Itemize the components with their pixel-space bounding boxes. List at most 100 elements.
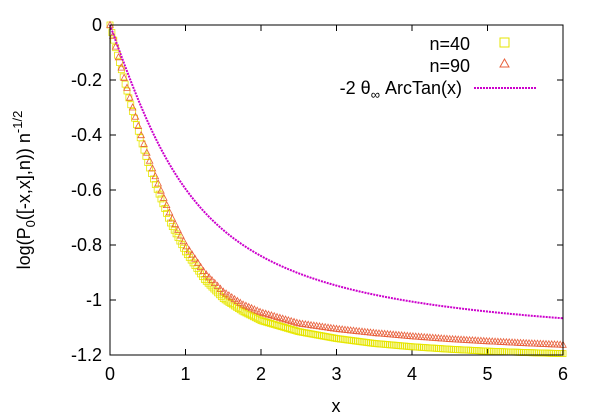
point-n90	[108, 31, 117, 39]
y-tick-label: -0.4	[71, 125, 102, 145]
point-n90	[168, 214, 177, 222]
point-n90	[219, 287, 228, 295]
legend-marker-n90	[499, 57, 510, 68]
legend-label-arctan-sub: ∞	[371, 87, 380, 102]
point-n90	[151, 171, 160, 180]
point-n40	[174, 234, 182, 241]
point-n40	[433, 344, 440, 352]
point-n40	[393, 342, 401, 349]
point-n40	[157, 195, 165, 203]
legend: n=40 n=90 -2 θ∞ ArcTan(x)	[340, 34, 536, 102]
point-n90	[114, 52, 123, 61]
series-line-arctan	[109, 24, 564, 320]
point-n40	[495, 348, 503, 355]
point-n40	[480, 347, 488, 355]
point-n40	[463, 346, 471, 354]
legend-label-n90: n=90	[429, 56, 470, 76]
point-n40	[340, 336, 348, 343]
point-n90	[128, 103, 137, 111]
point-n40	[476, 347, 484, 355]
point-n90	[185, 246, 194, 254]
point-n40	[351, 337, 359, 345]
point-n40	[502, 348, 510, 356]
point-n40	[425, 344, 433, 352]
point-n40	[452, 346, 459, 353]
point-n40	[376, 340, 384, 348]
point-n40	[380, 340, 388, 348]
point-n40	[338, 335, 346, 343]
x-tick-label: 3	[331, 364, 341, 384]
point-n90	[125, 93, 134, 101]
point-n40	[216, 291, 223, 299]
point-n40	[355, 338, 363, 345]
point-n40	[204, 279, 212, 287]
point-n40	[446, 345, 454, 353]
point-n40	[399, 342, 406, 350]
point-n90	[225, 291, 233, 299]
point-n40	[404, 343, 412, 350]
point-n90	[216, 284, 225, 292]
point-n40	[372, 340, 380, 348]
point-n40	[395, 342, 403, 349]
point-n90	[188, 250, 196, 258]
point-n40	[472, 347, 480, 354]
point-n40	[412, 343, 420, 351]
point-n40	[461, 346, 469, 354]
point-n40	[114, 51, 121, 59]
point-n90	[179, 236, 188, 245]
x-tick-label: 2	[256, 364, 266, 384]
point-n40	[210, 285, 218, 293]
point-n40	[474, 347, 482, 355]
legend-label-n40: n=40	[429, 34, 470, 54]
point-n40	[516, 348, 523, 356]
point-n90	[202, 270, 211, 278]
plot-frame	[109, 24, 564, 356]
point-n40	[368, 339, 376, 347]
point-n40	[123, 87, 131, 95]
point-n40	[457, 346, 465, 354]
point-n90	[134, 121, 143, 129]
point-n40	[353, 337, 361, 345]
y-tick-label: -0.6	[71, 180, 102, 200]
point-n40	[455, 346, 463, 354]
point-n40	[163, 209, 171, 217]
point-n90	[142, 148, 151, 156]
ticks-layer: 0 1 2 3 4 5 6 0 -0.2 -0.4 -0.6 -0.8 -1 -1.2	[71, 15, 568, 384]
point-n40	[438, 345, 446, 353]
point-n90	[120, 73, 129, 81]
x-tick-label: 5	[482, 364, 492, 384]
point-n40	[172, 230, 180, 238]
point-n90	[148, 164, 157, 172]
point-n40	[348, 337, 356, 344]
point-n90	[205, 272, 213, 281]
point-n40	[144, 159, 152, 166]
point-n90	[176, 231, 185, 239]
point-n90	[154, 179, 162, 187]
point-n40	[431, 344, 439, 352]
point-n90	[199, 266, 208, 275]
point-n40	[510, 348, 518, 356]
point-n40	[478, 347, 486, 355]
point-n90	[210, 278, 219, 286]
point-n40	[518, 348, 525, 356]
point-n90	[208, 275, 216, 284]
point-n40	[418, 343, 425, 351]
point-n90	[165, 207, 174, 216]
point-n40	[440, 345, 448, 353]
legend-label-arctan: -2 θ∞ ArcTan(x)	[340, 78, 462, 102]
point-n90	[227, 292, 236, 301]
point-n40	[552, 350, 559, 357]
point-n40	[489, 347, 497, 355]
point-n40	[408, 343, 416, 351]
point-n40	[506, 348, 514, 356]
point-n40	[365, 339, 372, 347]
point-n40	[363, 339, 371, 346]
point-n40	[504, 348, 512, 356]
point-n40	[416, 343, 423, 351]
point-n40	[470, 347, 478, 354]
point-n40	[442, 345, 450, 353]
point-n40	[468, 346, 476, 354]
point-n40	[200, 275, 208, 283]
point-n90	[131, 112, 140, 120]
